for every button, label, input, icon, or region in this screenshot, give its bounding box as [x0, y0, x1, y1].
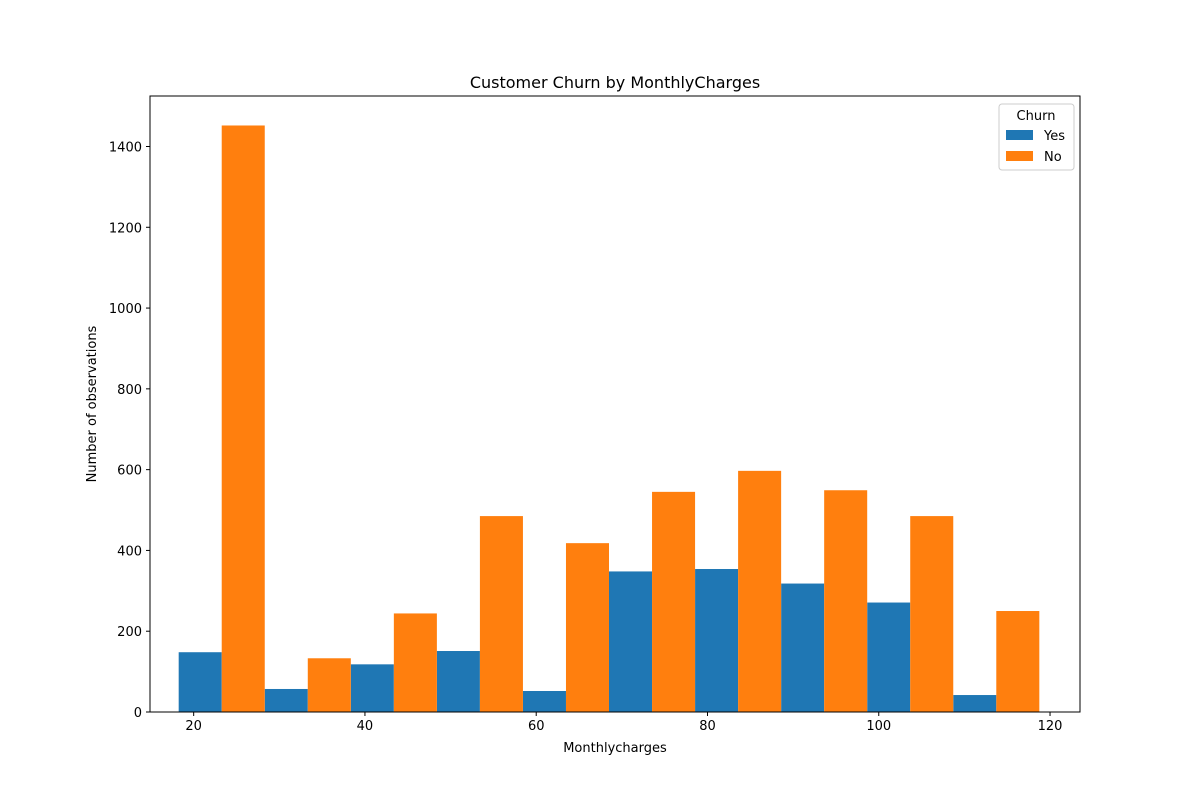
- y-tick-label: 800: [117, 383, 142, 398]
- bar-no: [738, 470, 782, 712]
- bar-yes: [522, 690, 566, 712]
- x-tick-label: 80: [699, 719, 716, 734]
- bar-no: [824, 490, 868, 712]
- y-tick-label: 0: [134, 706, 142, 721]
- bar-yes: [781, 583, 825, 712]
- x-tick-label: 120: [1038, 719, 1063, 734]
- x-tick-label: 40: [357, 719, 374, 734]
- plot-frame: [149, 95, 1081, 713]
- y-axis-label: Number of observations: [85, 325, 100, 482]
- bar-no: [479, 516, 523, 712]
- bar-yes: [867, 602, 911, 712]
- y-tick-label: 1400: [109, 140, 142, 155]
- y-tick-label: 1200: [109, 221, 142, 236]
- y-tick-label: 1000: [109, 302, 142, 317]
- bar-yes: [436, 651, 480, 712]
- y-tick-label: 600: [117, 464, 142, 479]
- bar-yes: [178, 652, 222, 712]
- legend-swatch-no: [1006, 151, 1033, 161]
- x-tick-label: 100: [866, 719, 891, 734]
- bar-yes: [350, 664, 394, 712]
- legend: Churn Yes No: [998, 103, 1075, 171]
- bar-no: [996, 611, 1040, 712]
- bar-yes: [953, 695, 997, 712]
- bar-no: [910, 516, 954, 712]
- x-tick-label: 20: [185, 719, 202, 734]
- legend-title: Churn: [1017, 109, 1056, 124]
- bar-no: [221, 125, 265, 713]
- legend-label-yes: Yes: [1043, 129, 1065, 144]
- x-tick-label: 60: [528, 719, 545, 734]
- legend-swatch-yes: [1006, 130, 1033, 140]
- bar-no: [652, 491, 696, 712]
- bar-no: [565, 543, 610, 712]
- bar-yes: [609, 571, 653, 712]
- bar-yes: [264, 688, 308, 712]
- bar-no: [307, 658, 351, 712]
- chart-title: Customer Churn by MonthlyCharges: [470, 73, 760, 92]
- legend-label-no: No: [1044, 150, 1062, 165]
- y-tick-label: 400: [117, 544, 142, 559]
- y-tick-label: 200: [117, 625, 142, 640]
- bar-yes: [695, 569, 739, 712]
- bar-no: [393, 613, 437, 712]
- x-axis-label: Monthlycharges: [563, 741, 667, 756]
